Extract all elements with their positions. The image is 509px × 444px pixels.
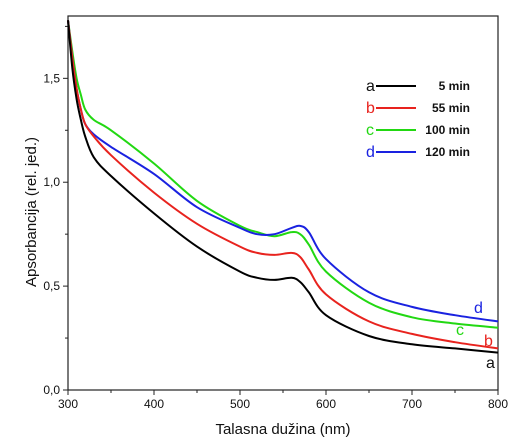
series-end-label-d: d: [474, 300, 483, 317]
series-line-d: [67, 20, 499, 323]
x-tick-label: 700: [402, 397, 422, 411]
legend-letter-c: c: [366, 122, 374, 139]
legend-letter-a: a: [366, 78, 375, 95]
x-tick-label: 800: [488, 397, 508, 411]
plot-frame: [67, 15, 499, 391]
y-tick-label: 0,0: [43, 383, 60, 397]
y-tick-label: 1,5: [43, 71, 60, 85]
series-end-label-b: b: [484, 333, 493, 350]
series-line-a: [67, 20, 499, 354]
legend-label-d: 120 min: [425, 145, 470, 159]
series-end-label-c: c: [456, 322, 464, 339]
legend-label-c: 100 min: [425, 123, 470, 137]
legend-letter-d: d: [366, 144, 375, 161]
legend-label-b: 55 min: [432, 101, 470, 115]
x-tick-label: 300: [58, 397, 78, 411]
legend-label-a: 5 min: [439, 79, 470, 93]
legend-letter-b: b: [366, 100, 375, 117]
x-axis-title: Talasna dužina (nm): [215, 421, 350, 438]
series-line-b: [67, 20, 499, 350]
x-tick-label: 500: [230, 397, 250, 411]
y-tick-label: 1,0: [43, 175, 60, 189]
x-tick-label: 600: [316, 397, 336, 411]
series-line-c: [67, 20, 499, 329]
y-axis-title: Apsorbancija (rel. jed.): [23, 137, 40, 287]
y-tick-label: 0,5: [43, 279, 60, 293]
series-end-label-a: a: [486, 355, 495, 372]
x-tick-label: 400: [144, 397, 164, 411]
